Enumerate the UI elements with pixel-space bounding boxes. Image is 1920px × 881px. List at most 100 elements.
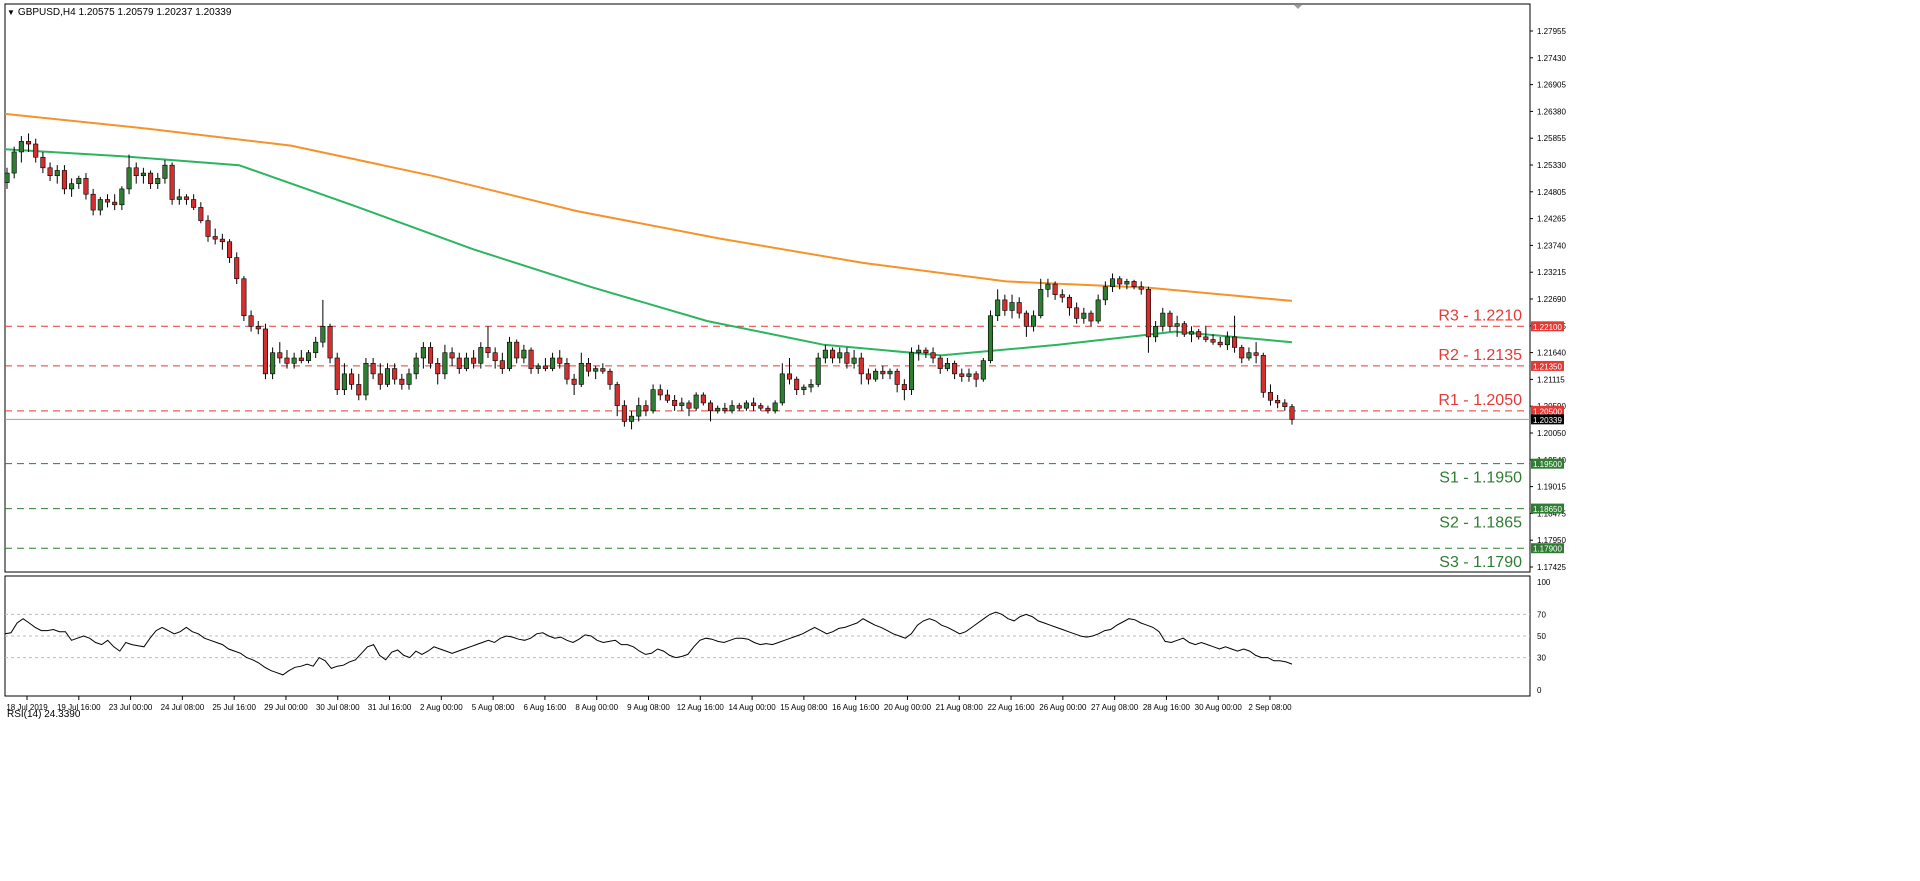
dropdown-triangle-icon[interactable]: ▼	[7, 8, 15, 17]
candle-body-57	[413, 357, 419, 375]
candle-body-151	[1088, 312, 1094, 322]
level-label-0: R3 - 1.2210	[1438, 307, 1522, 324]
candle-body-143	[1031, 315, 1037, 327]
candle-body-137	[987, 315, 994, 361]
candle-body-100	[722, 407, 728, 412]
candle-body-162	[1167, 312, 1173, 327]
candle-body-21	[155, 178, 161, 184]
level-tag-5	[1531, 543, 1564, 554]
candle-body-147	[1059, 294, 1065, 298]
candle-body-139	[1002, 299, 1008, 311]
candle-body-114	[822, 349, 828, 359]
price-tick-label-17: 1.19015	[1537, 483, 1566, 492]
candle-body-23	[169, 164, 175, 200]
candle-body-22	[162, 164, 168, 179]
candle-body-111	[801, 386, 807, 391]
candle-body-45	[327, 326, 333, 359]
time-tick-label-17: 20 Aug 00:00	[884, 703, 932, 712]
time-tick-label-22: 28 Aug 16:00	[1143, 703, 1191, 712]
candle-body-140	[1009, 302, 1015, 311]
candle-body-71	[514, 341, 520, 359]
candle-body-84	[607, 370, 613, 385]
candle-body-169	[1217, 341, 1223, 346]
rsi-tick-label-1: 70	[1537, 610, 1546, 619]
candle-body-81	[585, 362, 592, 372]
candle-body-134	[966, 373, 972, 377]
candle-body-11	[83, 178, 89, 195]
time-tick-label-11: 8 Aug 00:00	[575, 703, 618, 712]
candle-body-68	[492, 352, 498, 361]
level-tag-text-1: 1.21350	[1533, 362, 1562, 371]
candle-body-85	[614, 384, 620, 406]
level-label-5: S3 - 1.1790	[1439, 554, 1522, 571]
rsi-tick-label-3: 30	[1537, 654, 1546, 663]
candle-body-76	[550, 357, 556, 369]
candle-body-88	[636, 405, 642, 417]
time-tick-label-18: 21 Aug 08:00	[936, 703, 984, 712]
candle-body-36	[262, 328, 268, 375]
candle-body-95	[686, 402, 692, 409]
candle-body-163	[1174, 323, 1180, 327]
candle-body-5	[40, 156, 46, 169]
candle-body-55	[399, 378, 405, 385]
price-tick-label-1: 1.27430	[1537, 54, 1566, 63]
time-tick-label-16: 16 Aug 16:00	[832, 703, 880, 712]
candle-body-67	[485, 347, 491, 354]
candle-body-70	[506, 341, 513, 369]
candle-body-66	[478, 347, 484, 364]
time-tick-label-8: 2 Aug 00:00	[420, 703, 463, 712]
candle-body-167	[1203, 336, 1209, 340]
time-axis: 18 Jul 2019 19 Jul 16:00 23 Jul 00:00 24 Ju…	[6, 696, 1292, 712]
moving-average-line-0	[4, 112, 1293, 302]
candle-body-136	[980, 360, 986, 380]
candle-body-28	[205, 220, 211, 237]
time-tick-label-5: 29 Jul 00:00	[264, 703, 308, 712]
level-label-4: S2 - 1.1865	[1439, 515, 1522, 532]
symbol-ohlc-label: GBPUSD,H4 1.20575 1.20579 1.20237 1.2033…	[17, 7, 232, 18]
price-tick-label-5: 1.25330	[1537, 161, 1566, 170]
candle-body-94	[679, 402, 685, 406]
price-tick-label-7: 1.24265	[1537, 215, 1566, 224]
candle-body-138	[995, 299, 1001, 317]
candle-body-73	[528, 349, 534, 369]
candle-body-149	[1074, 307, 1080, 319]
candle-body-125	[901, 384, 907, 391]
time-tick-label-19: 22 Aug 16:00	[987, 703, 1035, 712]
candle-body-146	[1052, 283, 1058, 295]
candle-body-107	[772, 402, 778, 412]
candle-body-165	[1188, 331, 1195, 335]
time-tick-label-12: 9 Aug 08:00	[627, 703, 670, 712]
time-tick-label-2: 23 Jul 00:00	[109, 703, 153, 712]
candle-body-89	[643, 405, 649, 412]
candle-body-166	[1196, 331, 1202, 338]
candle-body-108	[779, 373, 785, 404]
time-tick-label-7: 31 Jul 16:00	[368, 703, 412, 712]
time-tick-label-9: 5 Aug 08:00	[472, 703, 515, 712]
candle-body-10	[76, 178, 82, 184]
candle-body-64	[463, 357, 469, 369]
candle-body-173	[1246, 352, 1252, 359]
candle-body-65	[471, 357, 477, 364]
candle-body-6	[47, 167, 53, 177]
candle-body-145	[1045, 283, 1051, 290]
candle-body-97	[700, 394, 706, 404]
time-tick-label-0: 18 Jul 2019	[6, 703, 48, 712]
candle-body-15	[112, 201, 118, 206]
candlesticks	[4, 133, 1295, 430]
rsi-header-label: RSI(14) 24.3390	[7, 709, 81, 720]
level-tag-3	[1531, 458, 1564, 469]
candle-body-1	[11, 151, 17, 174]
price-tick-label-8: 1.23740	[1537, 241, 1566, 250]
candle-body-74	[535, 365, 541, 369]
candle-body-41	[298, 357, 304, 361]
candle-body-59	[428, 347, 434, 364]
candle-body-172	[1239, 347, 1245, 359]
candle-body-158	[1138, 286, 1144, 290]
shift-marker-icon	[1294, 5, 1302, 9]
candle-body-46	[334, 357, 340, 391]
price-tick-label-9: 1.23215	[1537, 268, 1566, 277]
candle-body-56	[406, 373, 412, 385]
candle-body-164	[1181, 323, 1187, 335]
candle-body-39	[284, 357, 290, 364]
